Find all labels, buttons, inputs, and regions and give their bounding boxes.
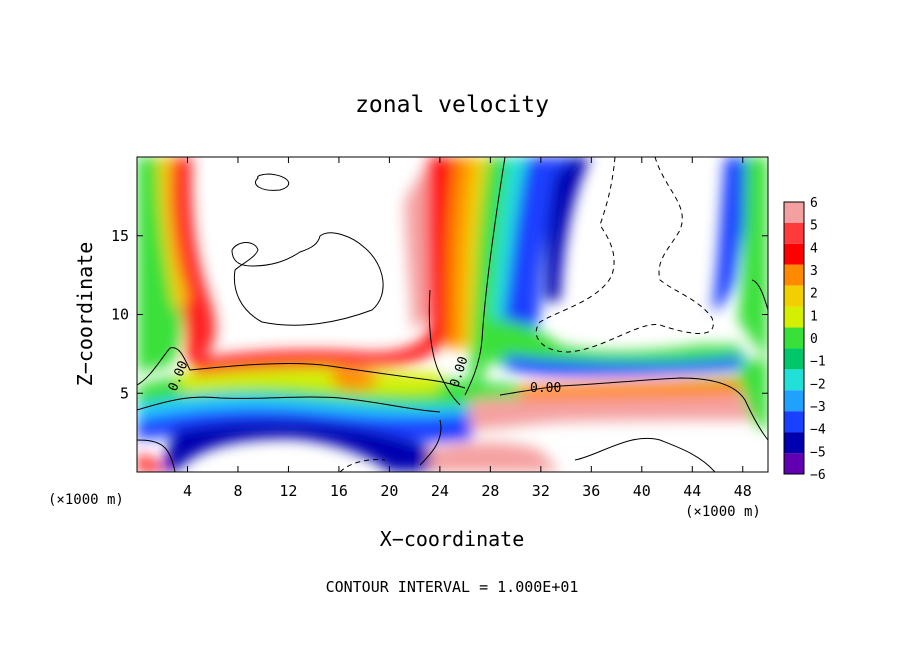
contour-solid-mid-wiggle <box>419 419 442 466</box>
colorbar-label: 6 <box>810 196 818 211</box>
contour-solid-lower-left <box>137 439 176 472</box>
x-tick-label: 20 <box>380 482 398 500</box>
x-axis: 4 8 12 16 20 24 28 32 36 40 44 48 <box>183 157 752 500</box>
contour-dashed-bottom <box>339 459 386 472</box>
field-low-red-patch <box>137 455 165 472</box>
colorbar-swatch <box>784 306 804 328</box>
y-axis-label: Z−coordinate <box>73 242 97 387</box>
contour-solid-upper-cell <box>231 232 384 326</box>
colorbar-swatch <box>784 348 804 370</box>
colorbar-label: −2 <box>810 377 826 392</box>
colorbar-label: −6 <box>810 468 826 483</box>
x-tick-label: 32 <box>532 482 550 500</box>
field-low-navy <box>160 420 440 472</box>
colorbar-swatch <box>784 285 804 307</box>
field-red-band <box>190 330 440 375</box>
contour-label-right: 0.00 <box>530 381 561 396</box>
colorbar-swatch <box>784 202 804 223</box>
x-tick-label: 12 <box>279 482 297 500</box>
chart-title: zonal velocity <box>355 92 549 118</box>
field-low-right-green <box>740 360 768 430</box>
heatmap-fields: 0.00 0.00 0.00 <box>137 157 768 472</box>
x-tick-label: 4 <box>183 482 192 500</box>
field-right-green <box>490 319 745 372</box>
x-unit-right: (×1000 m) <box>685 504 761 520</box>
colorbar-swatch <box>784 327 804 349</box>
x-tick-label: 28 <box>481 482 499 500</box>
y-tick-label: 5 <box>120 384 129 402</box>
contour-solid-jet-left <box>428 289 461 406</box>
x-tick-label: 44 <box>683 482 701 500</box>
colorbar-label: 4 <box>810 241 818 256</box>
colorbar-swatch <box>784 390 804 412</box>
field-low-right-pink <box>470 392 768 430</box>
contour-solid-zero-mid <box>137 396 441 413</box>
x-unit-left: (×1000 m) <box>48 492 124 508</box>
contour-labels: 0.00 0.00 0.00 <box>166 355 562 396</box>
contour-solid-lower-right <box>574 437 716 472</box>
contour-lines <box>137 157 768 472</box>
colorbar-label: −5 <box>810 445 826 460</box>
colorbar-label: 3 <box>810 264 818 279</box>
contour-dashed <box>339 157 714 472</box>
y-tick-label: 10 <box>111 306 129 324</box>
x-axis-label: X−coordinate <box>380 527 525 551</box>
colorbar-label: 5 <box>810 219 818 234</box>
x-tick-label: 8 <box>233 482 242 500</box>
x-tick-label: 16 <box>330 482 348 500</box>
x-tick-label: 40 <box>633 482 651 500</box>
field-left-green <box>137 157 182 372</box>
plot-area: 0.00 0.00 0.00 <box>136 156 769 473</box>
colorbar-frame <box>783 201 805 475</box>
contour-solid-zero-left <box>137 347 466 389</box>
velocity-field <box>137 157 768 472</box>
contour-solid-jet-right <box>464 157 506 396</box>
y-axis: 5 10 15 <box>111 227 768 402</box>
contour-interval-footer: CONTOUR INTERVAL = 1.000E+01 <box>326 578 579 596</box>
colorbar-swatch <box>784 411 804 433</box>
colorbar-label: −4 <box>810 423 826 438</box>
field-right-blue-band <box>505 355 745 376</box>
contour-solid-top-left <box>255 173 290 191</box>
colorbar-swatch <box>784 243 804 265</box>
field-bottom-right-pink <box>430 442 560 472</box>
field-orange-patch <box>330 370 380 390</box>
colorbar-label: 2 <box>810 287 818 302</box>
colorbar-label: 0 <box>810 332 818 347</box>
contour-solid-right-edge <box>751 279 768 311</box>
x-tick-label: 24 <box>431 482 449 500</box>
field-left-yellow <box>158 157 188 310</box>
field-right-green-col <box>738 157 768 360</box>
field-jet-navy <box>545 157 590 302</box>
x-tick-label: 36 <box>582 482 600 500</box>
colorbar-swatch <box>784 222 804 244</box>
y-tick-label: 15 <box>111 227 129 245</box>
colorbar-label: 1 <box>810 309 818 324</box>
field-jet-blue <box>500 157 575 350</box>
contour-solid-zero-right <box>499 377 768 441</box>
colorbar-swatch <box>784 432 804 454</box>
colorbar-swatch <box>784 453 804 474</box>
colorbar-label: −3 <box>810 400 826 415</box>
colorbar-label: −1 <box>810 355 826 370</box>
x-tick-label: 48 <box>734 482 752 500</box>
colorbar-swatch <box>784 369 804 391</box>
colorbar-swatch <box>784 264 804 286</box>
field-left-red <box>162 157 216 360</box>
contour-dashed-upper-right <box>535 157 714 353</box>
colorbar: 6 5 4 3 2 1 0 −1 −2 −3 −4 −5 −6 <box>783 196 826 483</box>
